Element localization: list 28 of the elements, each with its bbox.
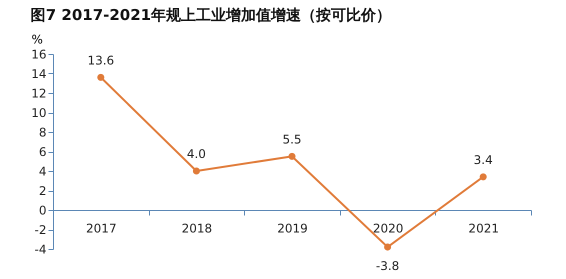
y-tick-label: 4 — [38, 164, 46, 178]
point — [288, 152, 296, 160]
y-axis-title: % — [32, 32, 43, 46]
text: 4.0 — [186, 147, 206, 161]
chart-title: 图7 2017-2021年规上工业增加值增速（按可比价） — [30, 6, 392, 24]
point — [480, 173, 487, 180]
x-tick-label: 2021 — [468, 222, 499, 236]
y-tick-label: 12 — [31, 86, 46, 100]
text: 3.4 — [474, 152, 493, 167]
x-tick-label: 2019 — [277, 222, 308, 236]
y-tick-label: 8 — [38, 126, 46, 140]
x-tick-label: 2018 — [182, 222, 212, 236]
y-tick-label: -2 — [34, 223, 46, 237]
text: 13.6 — [87, 53, 114, 68]
y-tick-label: 0 — [38, 204, 46, 218]
y-tick-label: 2 — [38, 184, 46, 198]
y-tick-label: 14 — [31, 67, 46, 81]
text: 5.5 — [282, 132, 302, 146]
point — [192, 167, 200, 175]
y-tick-label: 16 — [31, 48, 46, 62]
y-tick-label: 10 — [31, 106, 46, 120]
x-tick-label: 2020 — [372, 222, 404, 236]
text: -3.8 — [376, 259, 400, 274]
y-tick-label: -4 — [34, 242, 46, 256]
point — [97, 74, 104, 81]
point — [384, 244, 392, 251]
y-tick-label: 6 — [38, 145, 46, 159]
x-tick-label: 2017 — [86, 222, 117, 236]
